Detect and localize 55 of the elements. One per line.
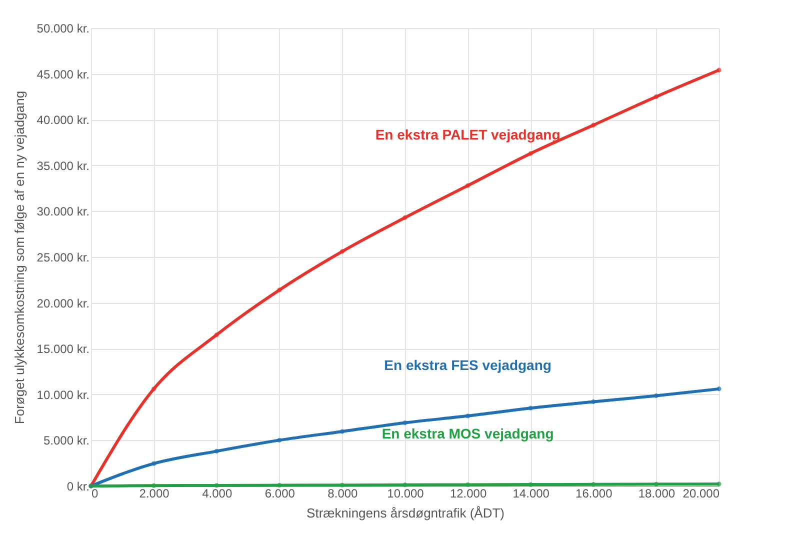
point (340, 482, 345, 488)
point (465, 183, 470, 188)
point (402, 215, 408, 220)
x-tick-label: 20.000 (682, 486, 720, 500)
point (528, 406, 533, 410)
point (151, 461, 156, 466)
x-tick-label: 4.000 (202, 486, 232, 500)
text: En ekstra MOS vejadgang (382, 426, 554, 442)
y-tick-label: 35.000 kr. (36, 158, 90, 173)
x-tick-label: 16.000 (576, 486, 613, 500)
y-tick-label: 15.000 kr. (36, 342, 90, 356)
point (214, 483, 219, 488)
point (654, 393, 659, 398)
point (402, 420, 408, 426)
x-tick-label: 6.000 (264, 486, 296, 500)
point (214, 448, 219, 454)
point (716, 68, 722, 72)
y-axis-title: Forøget ulykkesomkostning som følge af en ny vejadgang (12, 90, 27, 424)
point (465, 414, 470, 418)
point (277, 482, 282, 488)
point (465, 482, 470, 488)
text: En ekstra FES vejadgang (384, 356, 552, 373)
point (591, 399, 596, 404)
point (214, 332, 219, 338)
x-tick-label: 2.000 (139, 486, 170, 500)
point (591, 122, 596, 128)
point (716, 386, 722, 392)
x-axis-title: Strækningens årsdøgntrafik (ÅDT) (306, 506, 504, 520)
y-tick-label: 20.000 kr. (36, 296, 90, 310)
point (340, 249, 345, 254)
x-tick-label: 8.000 (328, 486, 358, 500)
y-tick-label: 40.000 kr. (36, 113, 90, 128)
y-tick-label: 5.000 kr. (43, 434, 90, 448)
y-tick-label: 25.000 kr. (36, 250, 90, 264)
point (151, 386, 156, 392)
point (716, 482, 722, 486)
x-tick-label: 12.000 (450, 486, 487, 500)
point (402, 482, 408, 488)
x-tick-label: 18.000 (638, 486, 676, 500)
y-tick-label: 30.000 kr. (36, 204, 90, 219)
y-tick-label: 0 kr. (66, 480, 90, 494)
y-tick-label: 45.000 kr. (36, 67, 90, 82)
point (654, 94, 659, 100)
x-tick-label: 0 (92, 486, 98, 500)
point (277, 288, 282, 292)
point (528, 151, 533, 156)
series-label: En ekstra PALET vejadgang (375, 126, 560, 143)
point (277, 438, 282, 443)
y-tick-label: 50.000 kr. (36, 22, 90, 36)
x-tick-label: 10.000 (387, 486, 424, 500)
point (340, 429, 345, 434)
y-tick-label: 10.000 kr. (36, 388, 90, 402)
point (591, 482, 596, 487)
point (528, 482, 533, 487)
x-tick-label: 14.000 (512, 486, 550, 500)
